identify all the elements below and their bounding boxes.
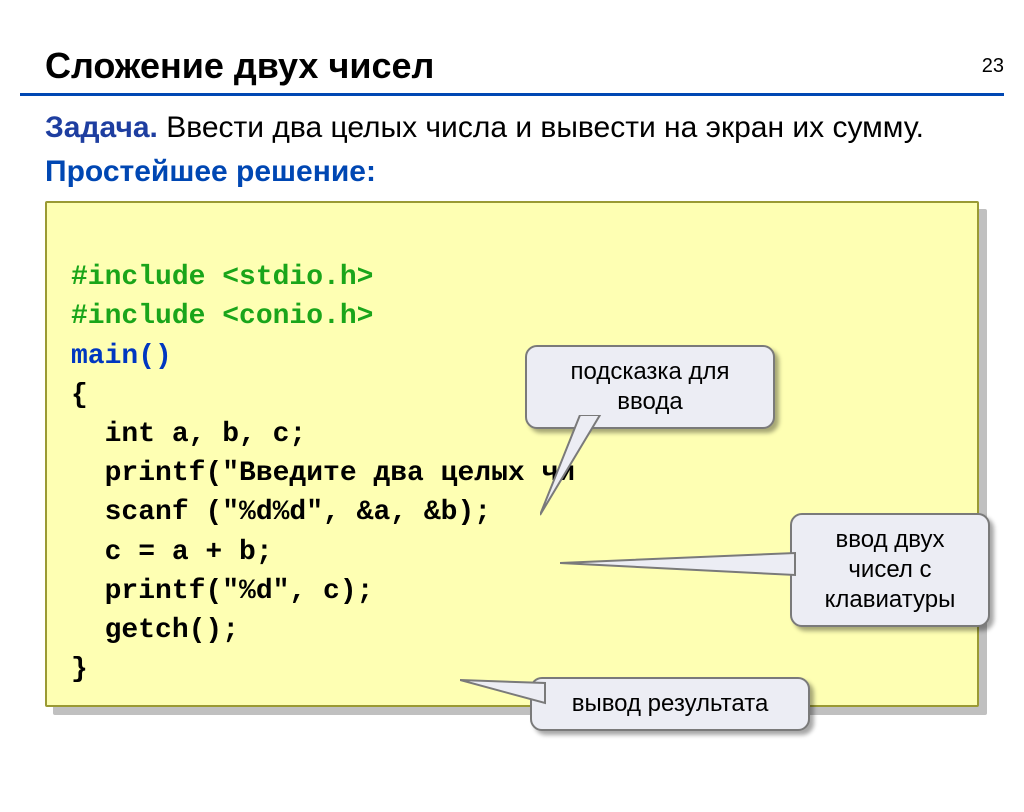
- task-label: Задача.: [45, 111, 158, 144]
- code-brace-close: }: [71, 654, 88, 685]
- code-brace-open: {: [71, 380, 88, 411]
- code-line-4: c = a + b;: [71, 537, 273, 568]
- code-line-5: printf("%d", c);: [71, 576, 373, 607]
- code-container: #include <stdio.h> #include <conio.h> ma…: [45, 201, 979, 707]
- code-line-1: int a, b, c;: [71, 419, 306, 450]
- title-underline: [20, 93, 1004, 96]
- callout-output: вывод результата: [530, 677, 810, 731]
- code-line-6: getch();: [71, 615, 239, 646]
- solution-label: Простейшее решение:: [45, 155, 979, 189]
- page-number: 23: [982, 55, 1004, 78]
- code-include-2: #include <conio.h>: [71, 301, 373, 332]
- callout-input-tail: [560, 551, 800, 591]
- task-text: Задача. Ввести два целых числа и вывести…: [45, 108, 979, 147]
- code-box: #include <stdio.h> #include <conio.h> ma…: [45, 201, 979, 707]
- code-line-3: scanf ("%d%d", &a, &b);: [71, 497, 491, 528]
- code-line-2: printf("Введите два целых чи: [71, 458, 575, 489]
- callout-hint-tail: [540, 415, 620, 525]
- task-body: Ввести два целых числа и вывести на экра…: [158, 111, 924, 144]
- code-main: main(): [71, 341, 172, 372]
- slide-title: Сложение двух чисел: [45, 45, 1024, 87]
- callout-input: ввод двух чисел с клавиатуры: [790, 513, 990, 627]
- callout-output-tail: [460, 675, 550, 715]
- code-include-1: #include <stdio.h>: [71, 262, 373, 293]
